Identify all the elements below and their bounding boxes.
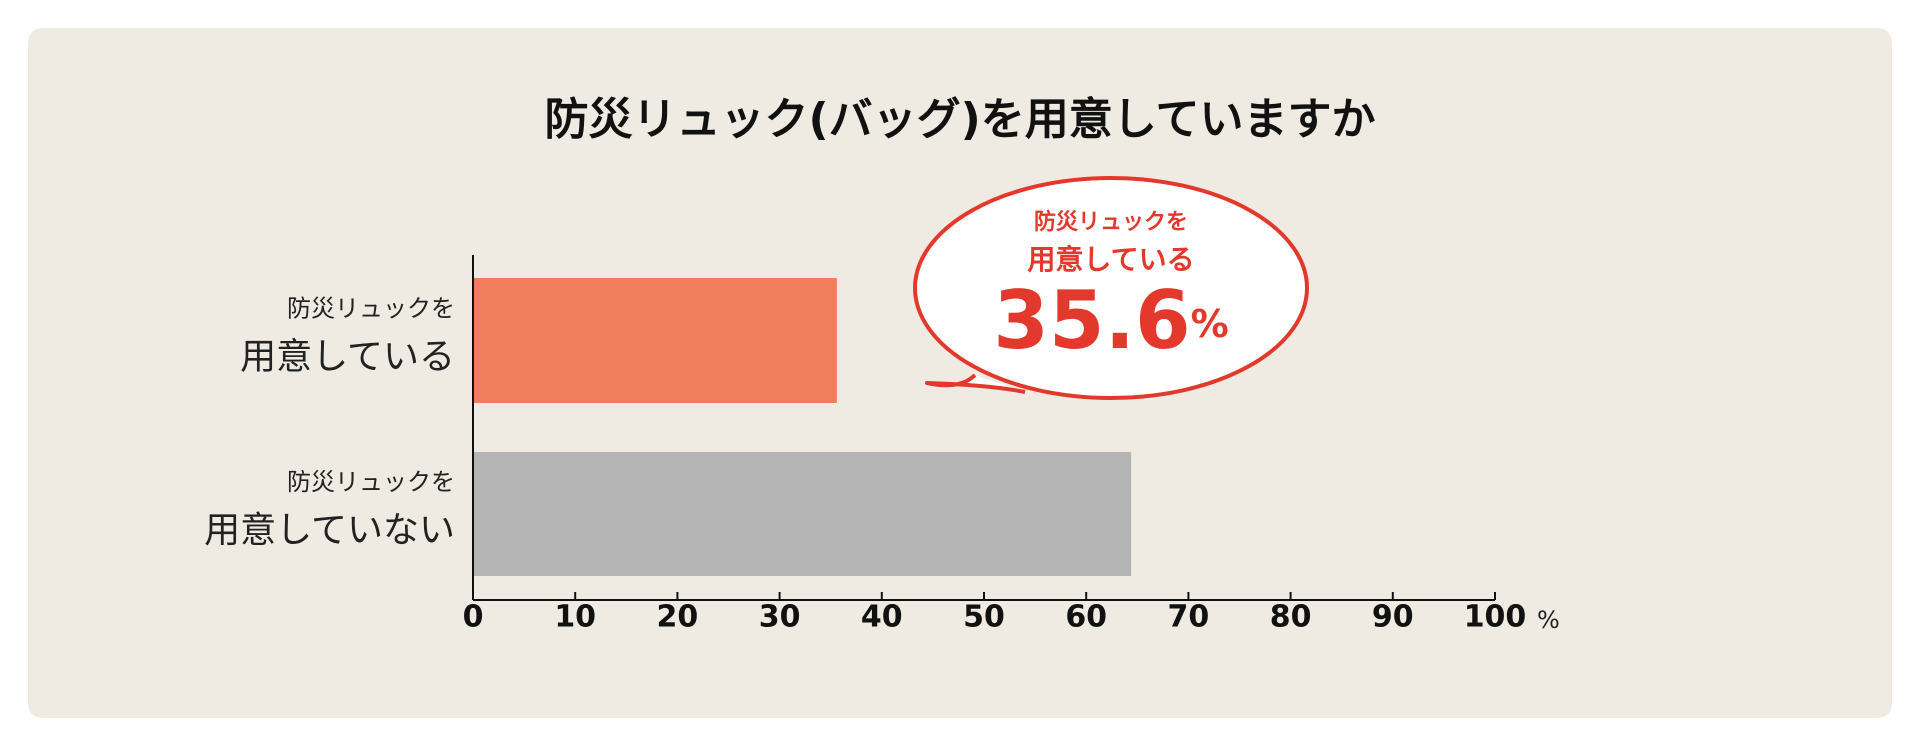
x-tick-label: 20 [657, 600, 699, 635]
chart-title: 防災リュック(バッグ)を用意していますか [545, 94, 1376, 145]
data-label-number: 35.6 [993, 274, 1190, 367]
x-tick-label: 70 [1168, 600, 1210, 635]
data-label-unit: % [1191, 302, 1229, 346]
callout-line: 防災リュックを [1034, 210, 1188, 235]
data-label: 35.6% [993, 274, 1228, 367]
callout-line: 用意している [1027, 243, 1194, 276]
callout-fill [918, 181, 1304, 395]
x-tick-label: 100 [1464, 600, 1527, 635]
y-tick-label: 防災リュックを [287, 295, 455, 323]
x-tick-label: 10 [554, 600, 596, 635]
x-tick-label: 0 [463, 600, 484, 635]
bar [473, 452, 1132, 576]
y-tick-label: 用意していない [204, 510, 455, 551]
x-tick-label: 40 [861, 600, 903, 635]
y-tick-label: 防災リュックを [287, 468, 455, 496]
x-tick-label: 50 [963, 600, 1005, 635]
x-unit: % [1537, 606, 1560, 634]
x-tick-label: 60 [1065, 600, 1107, 635]
x-tick-label: 80 [1270, 600, 1312, 635]
x-tick-label: 30 [759, 600, 801, 635]
bar [473, 278, 837, 403]
y-tick-label: 用意している [240, 337, 455, 378]
x-tick-label: 90 [1372, 600, 1414, 635]
callout-tail [925, 373, 1026, 394]
